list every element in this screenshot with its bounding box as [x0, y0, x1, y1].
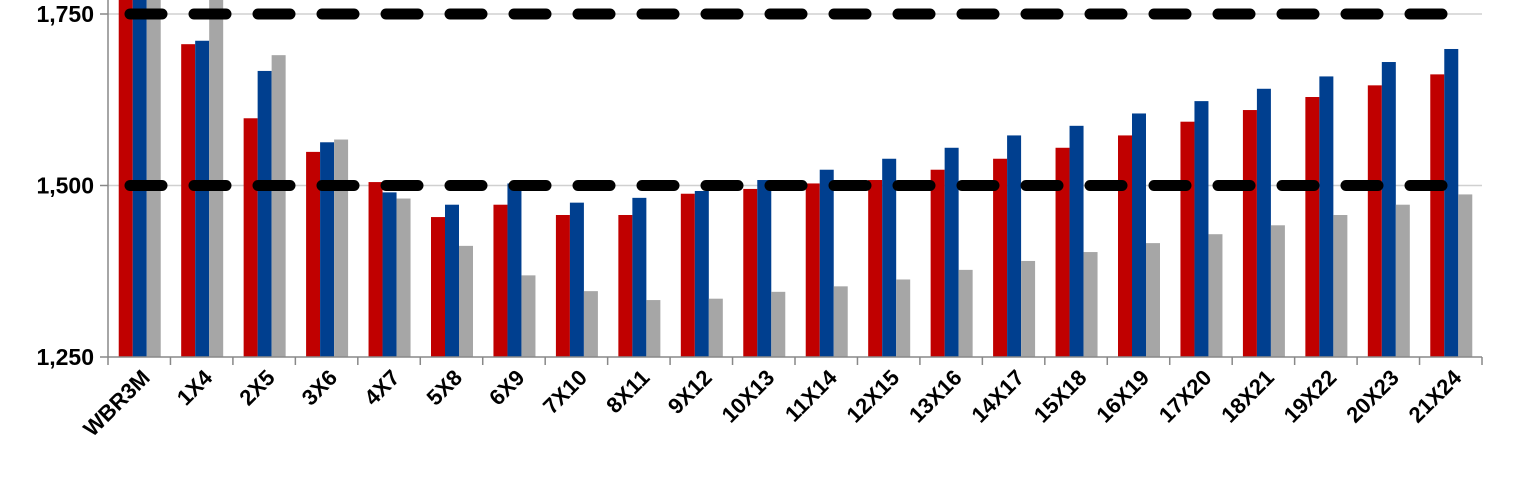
bar	[257, 70, 272, 357]
bar	[146, 0, 161, 357]
bar	[1319, 76, 1334, 357]
bar	[805, 183, 820, 357]
x-tick-label: 11X14	[780, 364, 842, 426]
x-tick-label: 9X12	[663, 365, 717, 419]
axes	[100, 0, 1483, 365]
bar	[1208, 234, 1223, 357]
y-tick-label: 1,250	[36, 344, 94, 370]
x-tick-label: 13X16	[904, 365, 967, 428]
bar	[583, 291, 598, 357]
bar	[1007, 135, 1022, 357]
bar	[680, 193, 695, 357]
x-tick-label: 21X24	[1404, 364, 1467, 427]
x-tick-label: 3X6	[297, 365, 342, 410]
bar	[459, 245, 473, 357]
bar	[1069, 125, 1084, 357]
x-tick-label: 10X13	[717, 365, 780, 428]
bar	[555, 214, 570, 357]
x-tick-label: 4X7	[359, 365, 404, 410]
y-tick-label: 1,500	[36, 173, 94, 199]
bar	[382, 192, 397, 357]
bar	[243, 118, 258, 357]
bar	[493, 204, 508, 357]
bar	[833, 286, 848, 357]
bar	[882, 158, 897, 357]
bar	[320, 142, 335, 357]
bar	[930, 169, 945, 357]
bar	[1180, 121, 1195, 357]
bar	[431, 217, 445, 357]
bar	[1021, 260, 1036, 357]
bar	[195, 40, 210, 357]
y-tick-labels: 1,250 1,500 1,750	[36, 1, 94, 370]
bar	[445, 204, 459, 357]
bar	[1194, 101, 1209, 357]
y-tick-label: 1,750	[36, 1, 94, 27]
bar	[334, 139, 349, 357]
bar	[271, 55, 286, 357]
bar	[1118, 135, 1132, 357]
x-tick-label: 14X17	[966, 365, 1029, 428]
bar	[632, 197, 647, 357]
x-tick-label: WBR3M	[78, 365, 154, 441]
bar	[396, 198, 411, 357]
bar	[1146, 243, 1160, 357]
bar	[507, 183, 522, 357]
bar	[181, 44, 196, 357]
bar	[646, 300, 661, 357]
bar	[618, 214, 633, 357]
bar	[896, 279, 911, 357]
bar	[757, 180, 772, 357]
x-tick-label: 12X15	[842, 365, 905, 428]
x-tick-label: 17X20	[1154, 365, 1217, 428]
x-tick-label: 19X22	[1279, 365, 1342, 428]
bars	[118, 0, 1473, 357]
bar	[993, 158, 1008, 357]
x-tick-label: 15X18	[1029, 365, 1092, 428]
bar	[209, 0, 224, 357]
bar	[1458, 194, 1473, 357]
bar	[306, 151, 321, 357]
bar	[708, 298, 723, 357]
bar	[1381, 62, 1396, 357]
bar	[521, 275, 536, 357]
bar	[1132, 113, 1146, 357]
x-tick-label: 16X19	[1091, 365, 1154, 428]
bar	[1055, 147, 1070, 357]
bar	[132, 0, 147, 357]
bar	[958, 269, 973, 357]
reference-lines	[124, 8, 1476, 191]
bar	[1395, 204, 1410, 357]
bar	[944, 147, 959, 357]
bar	[118, 0, 133, 357]
bar	[868, 180, 883, 357]
bar	[819, 169, 834, 357]
bar	[743, 188, 758, 357]
bar	[1270, 225, 1285, 357]
bar	[368, 182, 383, 357]
bar	[1083, 252, 1098, 357]
x-tick-label: 18X21	[1216, 365, 1279, 428]
bar	[694, 190, 709, 357]
x-tick-label: 5X8	[422, 365, 467, 410]
bar	[569, 202, 584, 357]
bar	[1242, 110, 1257, 357]
x-tick-labels: WBR3M 1X4 2X5 3X6 4X7 5X8 6X9 7X10 8X11 9X12 10X13…	[78, 364, 1467, 441]
x-tick-label: 1X4	[172, 364, 218, 410]
x-tick-label: 7X10	[538, 365, 592, 419]
x-tick-label: 20X23	[1341, 365, 1404, 428]
bar	[1430, 74, 1445, 357]
x-tick-label: 8X11	[601, 365, 654, 418]
bar	[1444, 48, 1459, 357]
bar	[1367, 85, 1382, 357]
x-tick-label: 2X5	[234, 365, 279, 410]
bar	[771, 291, 786, 357]
bar	[1256, 88, 1271, 357]
x-tick-label: 6X9	[484, 365, 529, 410]
bar	[1333, 214, 1348, 357]
bar	[1305, 97, 1320, 357]
